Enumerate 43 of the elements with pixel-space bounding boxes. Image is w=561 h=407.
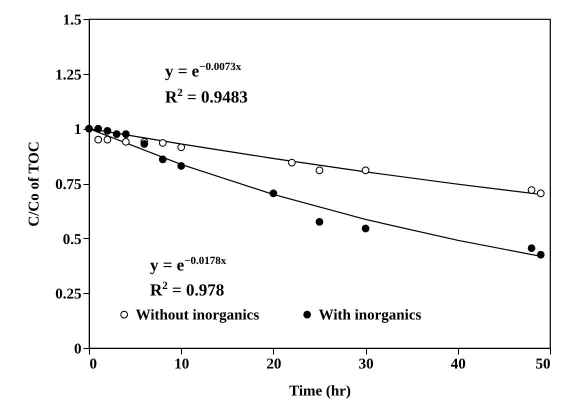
point — [177, 162, 186, 170]
point — [112, 130, 121, 138]
point — [94, 124, 102, 133]
annotation: y = e$^{−0.0178x}$ — [150, 255, 226, 275]
y-tick-label: 0 — [74, 342, 82, 358]
point — [140, 140, 148, 148]
y-tick-label: 0.5 — [62, 232, 82, 248]
x-tick-label: 40 — [450, 356, 466, 372]
point — [362, 166, 370, 174]
point — [104, 136, 112, 144]
annotation: R$^{2}$ = 0.9483 — [165, 87, 248, 107]
x-tick-label: 10 — [174, 356, 190, 372]
x-tick-label: 30 — [358, 356, 374, 372]
point — [122, 138, 130, 146]
point — [316, 218, 324, 226]
y-tick-label: 0.25 — [55, 286, 82, 303]
y-tick-label: 0.75 — [55, 177, 82, 193]
point — [104, 127, 112, 135]
x-tick-label: 50 — [536, 356, 550, 372]
point — [288, 158, 296, 167]
point — [528, 244, 536, 252]
point — [270, 190, 278, 198]
point — [536, 190, 545, 198]
y-tick-label: 1 — [74, 122, 82, 138]
point — [122, 130, 130, 138]
x-tick-label: 20 — [266, 356, 282, 372]
point — [158, 139, 167, 147]
annotation: y = e$^{−0.0073x}$ — [165, 61, 242, 81]
point — [316, 166, 324, 174]
x-axis-title: Time (hr) — [289, 384, 351, 400]
point — [177, 143, 186, 152]
y-tick-label: 1.25 — [55, 67, 82, 84]
x-tick-label: 0 — [90, 356, 97, 372]
legend-label: With inorganics — [318, 308, 422, 324]
legend-label: Without inorganics — [136, 308, 260, 324]
point — [362, 224, 370, 232]
point — [94, 136, 102, 144]
y-tick-label: 1.5 — [62, 12, 82, 28]
y-axis-title: C/Co of TOC — [26, 141, 42, 227]
point — [536, 250, 545, 259]
annotation: R$^{2}$ = 0.978 — [150, 280, 224, 300]
point — [158, 156, 167, 164]
point — [528, 186, 536, 194]
